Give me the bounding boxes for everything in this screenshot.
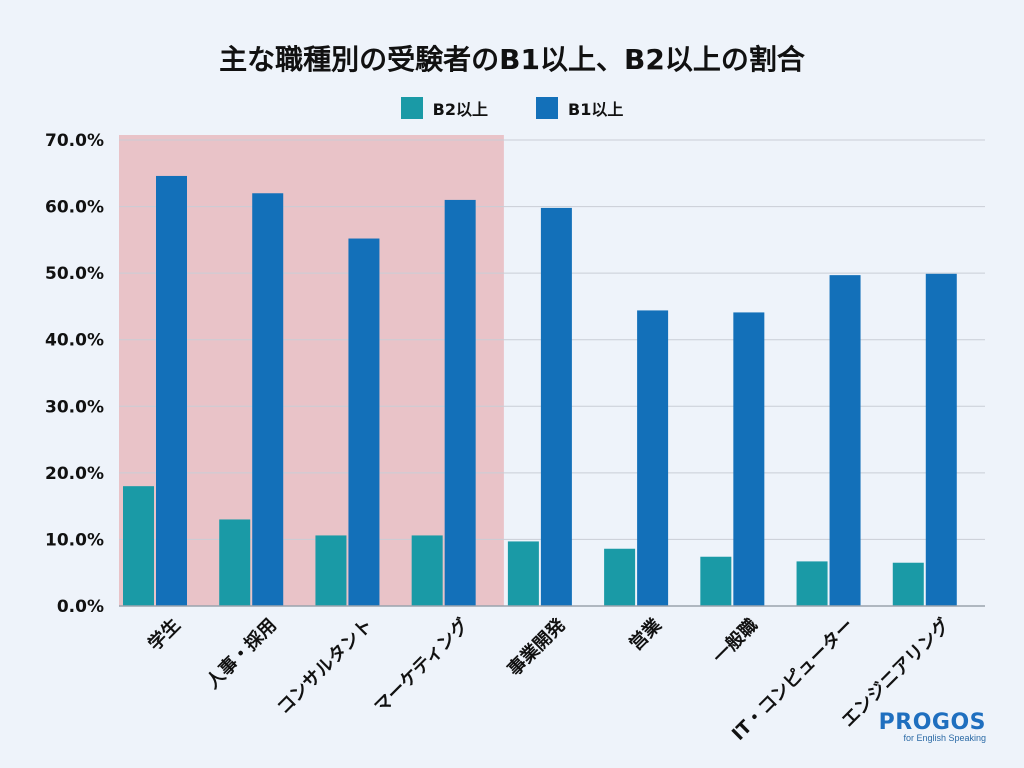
x-tick-label: 営業 bbox=[625, 613, 667, 655]
legend-swatch-b1 bbox=[536, 97, 558, 119]
legend-swatch-b2 bbox=[400, 97, 423, 119]
y-tick-label: 70.0% bbox=[45, 131, 104, 151]
logo: PROGOS for English Speaking bbox=[879, 710, 986, 743]
bar-b1 bbox=[156, 175, 187, 606]
bar-b2 bbox=[892, 562, 924, 606]
x-tick-label: マーケティング bbox=[370, 614, 474, 718]
y-tick-label: 30.0% bbox=[45, 397, 104, 417]
legend-label-b1: B1以上 bbox=[568, 100, 624, 119]
y-tick-label: 0.0% bbox=[57, 597, 104, 617]
y-tick-label: 10.0% bbox=[45, 530, 104, 550]
legend-item-b1: B1以上 bbox=[536, 96, 623, 120]
bar-b1 bbox=[348, 238, 380, 607]
bar-b2 bbox=[219, 519, 251, 606]
y-tick-label: 40.0% bbox=[45, 331, 104, 351]
bar-b2 bbox=[123, 486, 154, 606]
legend-item-b2: B2以上 bbox=[400, 96, 488, 120]
bar-b1 bbox=[252, 193, 284, 606]
bar-b2 bbox=[796, 561, 828, 606]
x-tick-label: コンサルタント bbox=[273, 615, 377, 719]
y-tick-label: 50.0% bbox=[45, 264, 104, 284]
bar-b2 bbox=[604, 548, 636, 606]
bar-b1 bbox=[925, 273, 957, 606]
x-tick-label: 事業開発 bbox=[503, 613, 570, 680]
y-tick-label: 20.0% bbox=[45, 464, 104, 484]
legend: B2以上 B1以上 bbox=[0, 96, 1024, 120]
x-tick-label: 学生 bbox=[144, 614, 185, 655]
y-tick-label: 60.0% bbox=[45, 198, 104, 218]
logo-name: PROGOS bbox=[878, 710, 986, 735]
chart-title: 主な職種別の受験者のB1以上、B2以上の割合 bbox=[219, 43, 805, 76]
bar-b2 bbox=[700, 556, 732, 606]
bar-b2 bbox=[411, 535, 443, 606]
bar-b2 bbox=[315, 535, 347, 606]
bar-b1 bbox=[733, 312, 765, 606]
bar-b1 bbox=[540, 207, 572, 606]
bar-b1 bbox=[637, 310, 669, 606]
bar-b2 bbox=[507, 541, 539, 606]
logo-tagline: for English Speaking bbox=[903, 733, 986, 743]
bar-b1 bbox=[829, 275, 861, 606]
x-tick-label: 人事・採用 bbox=[202, 614, 281, 693]
bar-b1 bbox=[444, 199, 476, 606]
x-tick-label: 一般職 bbox=[708, 614, 762, 668]
legend-label-b2: B2以上 bbox=[432, 100, 488, 119]
